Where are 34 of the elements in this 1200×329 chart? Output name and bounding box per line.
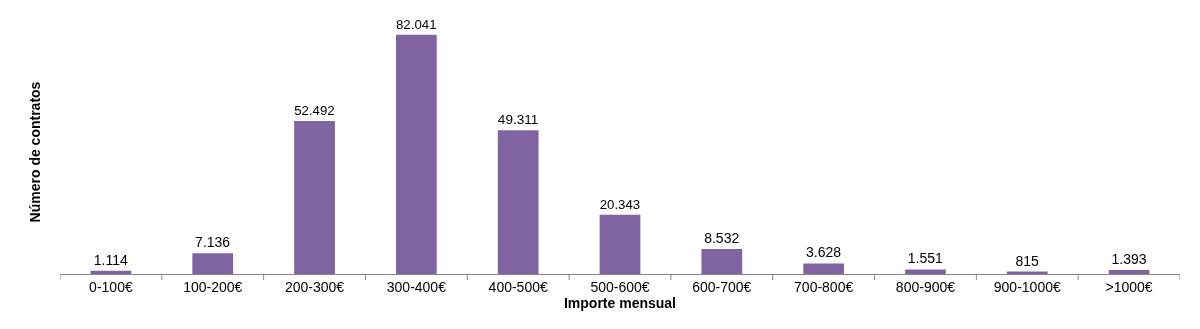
x-tick-label: 800-900€ [895,278,956,295]
data-label: 49.311 [497,112,539,128]
x-tick-label: 600-700€ [692,278,752,295]
x-tick-label: >1000€ [1105,278,1153,295]
bar [599,214,641,274]
x-tick-label: 0-100€ [89,278,133,295]
x-tick-label: 500-600€ [590,278,650,295]
x-tick-label: 900-1000€ [993,278,1061,295]
data-label: 7.136 [195,234,231,251]
data-label: 815 [1015,252,1040,269]
data-label: 82.041 [396,16,437,32]
bar [701,249,743,274]
x-axis-title: Importe mensual [563,295,677,312]
bar [192,253,234,274]
bar [497,130,539,274]
bar [905,269,946,274]
x-tick-label: 200-300€ [284,278,345,295]
bar [90,270,132,274]
data-label: 20.343 [599,196,641,212]
bar [803,263,844,274]
bar [396,34,437,274]
x-tick-label: 700-800€ [794,278,854,295]
data-label: 1.114 [93,251,129,268]
y-axis-title: Número de contratos [26,81,43,223]
x-tick-label: 400-500€ [488,278,548,295]
bar [1108,269,1150,274]
x-tick-label: 300-400€ [386,278,447,295]
data-label: 52.492 [294,103,335,119]
data-label: 1.551 [907,250,944,267]
data-label: 8.532 [704,230,740,247]
data-label: 1.393 [1111,250,1147,267]
x-tick-label: 100-200€ [183,278,243,295]
bar [294,120,335,274]
data-label: 3.628 [806,244,842,261]
